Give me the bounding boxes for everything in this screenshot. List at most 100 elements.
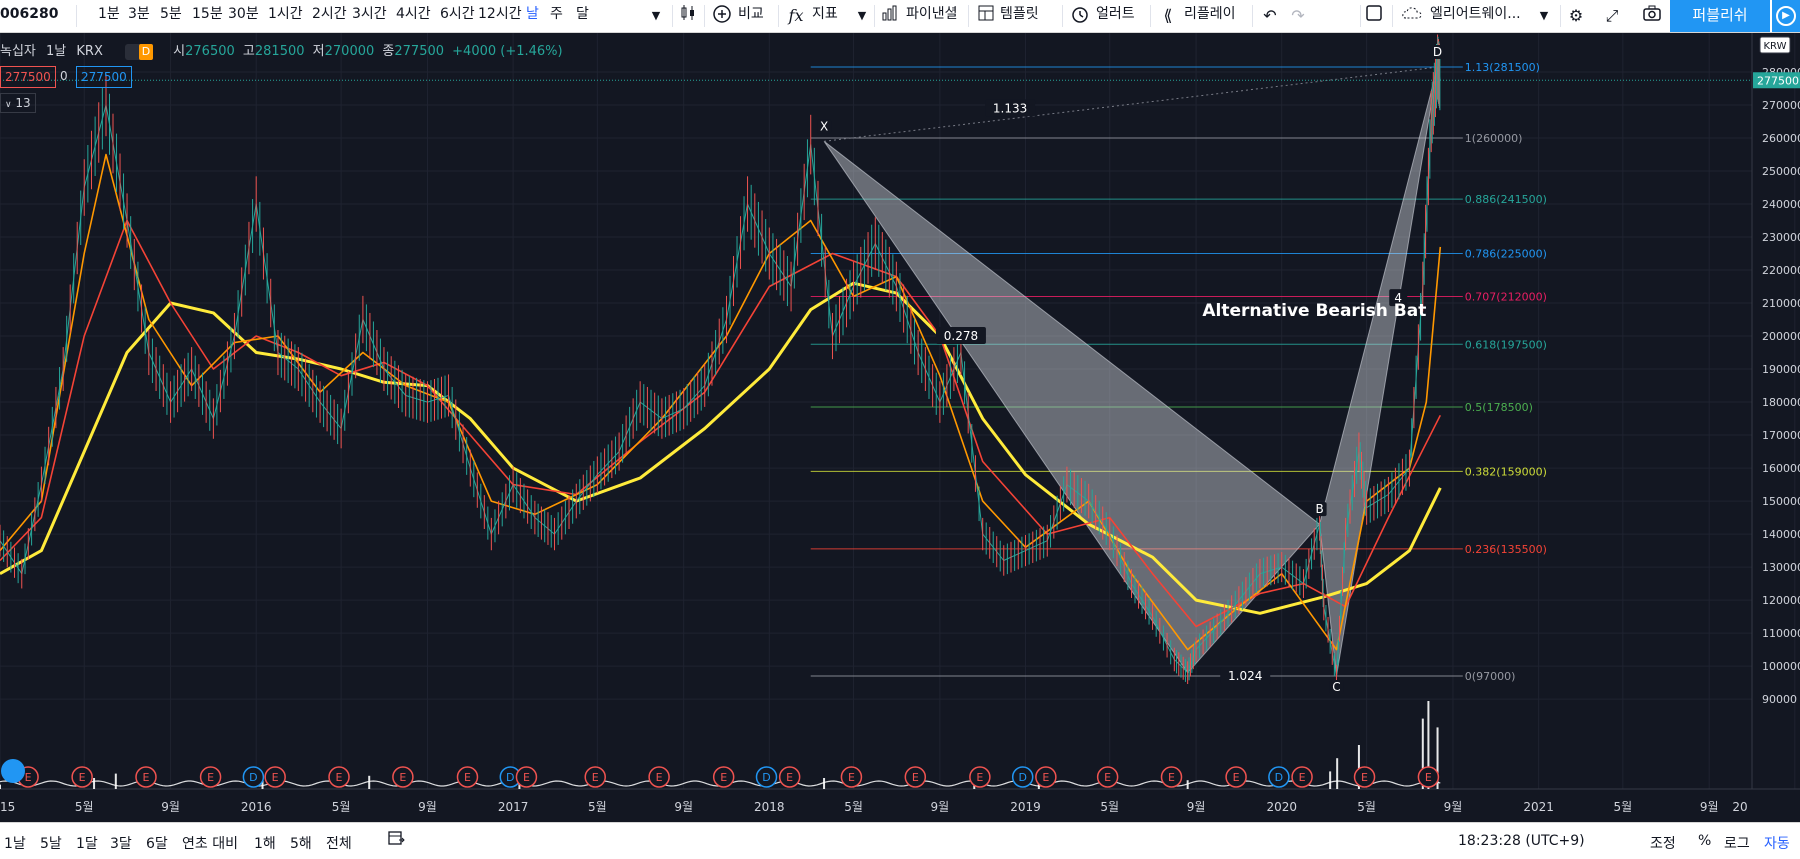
legend-toggle[interactable]: D (125, 43, 154, 60)
open-value: 276500 (185, 44, 235, 59)
event-marker-label: E (720, 771, 727, 784)
x-tick-label: 9월 (674, 800, 693, 814)
ratio-label-bg (1389, 289, 1408, 307)
volume-bar (0, 784, 1, 789)
undo-icon[interactable]: ↶ (1263, 6, 1277, 25)
chevron-down-icon[interactable]: ▼ (1539, 9, 1549, 22)
divider (1392, 5, 1393, 27)
event-marker-label: D (1018, 771, 1026, 784)
interval-5[interactable]: 1시간 (268, 6, 303, 22)
candles-icon[interactable] (676, 4, 700, 28)
ratio-label: 4 (1394, 291, 1402, 305)
y-tick-label: 260000 (1762, 132, 1800, 145)
divider (1062, 5, 1063, 27)
chevron-down-icon[interactable]: ▼ (651, 9, 661, 22)
range-6[interactable]: 1해 (254, 836, 276, 852)
clock-time[interactable]: 18:23:28 (UTC+9) (1458, 833, 1585, 849)
symbol-search[interactable]: 006280 (0, 6, 59, 22)
indicators-button[interactable]: 지표 (812, 6, 838, 22)
logo-icon (1, 759, 25, 783)
interval-13[interactable]: 달 (576, 6, 589, 22)
range-0[interactable]: 1날 (4, 836, 26, 852)
x-tick-label: 5월 (75, 800, 94, 814)
y-tick-label: 160000 (1762, 462, 1800, 475)
interval-2[interactable]: 5분 (160, 6, 182, 22)
camera-icon[interactable] (1640, 4, 1664, 28)
compare-button[interactable]: 비교 (738, 6, 764, 22)
symbol-name: 녹십자 (0, 44, 36, 59)
chevron-down-icon[interactable]: ▼ (857, 9, 867, 22)
range-5[interactable]: 연초 대비 (182, 836, 238, 852)
currency-label: KRW (1764, 41, 1787, 52)
indicator-toggle[interactable]: ∨ 13 (0, 93, 36, 113)
redo-icon[interactable]: ↷ (1291, 6, 1305, 25)
fib-level-label: 0.618(197500) (1465, 338, 1547, 351)
y-tick-label: 100000 (1762, 660, 1800, 673)
event-marker (242, 766, 265, 788)
goto-date-icon[interactable] (384, 829, 408, 853)
volume-bar (1329, 771, 1332, 789)
event-marker-label: E (207, 771, 214, 784)
financials-button[interactable]: 파이낸셜 (906, 6, 958, 22)
interval-7[interactable]: 3시간 (352, 6, 387, 22)
auto-toggle[interactable]: 자동 (1764, 836, 1790, 852)
square-icon[interactable] (1362, 4, 1386, 28)
x-tick-label: 20 (1732, 800, 1747, 814)
price-chart[interactable]: 2015 5월 9월 2016 5월 9월 2017 5월 9월 2018 5월 9월 2019 5월 9월… (0, 33, 1800, 821)
interval-10[interactable]: 12시간 (478, 6, 522, 22)
divider (672, 5, 673, 27)
x-tick-label: 5월 (1100, 800, 1119, 814)
range-2[interactable]: 1달 (76, 836, 98, 852)
event-marker (904, 766, 927, 788)
interval-11[interactable]: 날 (526, 6, 539, 22)
volume-bar (1357, 745, 1360, 789)
interval-12[interactable]: 주 (550, 6, 563, 22)
symbol-legend: 녹십자 1날 KRX D 시276500 고281500 저270000 종27… (0, 40, 563, 60)
badge-d: D (139, 43, 154, 60)
interval-1[interactable]: 3분 (128, 6, 150, 22)
pattern-title: Alternative Bearish Bat (1202, 301, 1426, 321)
y-tick-label: 130000 (1762, 561, 1800, 574)
y-tick-label: 230000 (1762, 231, 1800, 244)
y-tick-label: 220000 (1762, 264, 1800, 277)
interval-3[interactable]: 15분 (192, 6, 223, 22)
publish-menu-button[interactable]: ▶ (1772, 0, 1800, 32)
event-marker-label: E (79, 771, 86, 784)
interval-6[interactable]: 2시간 (312, 6, 347, 22)
adjust-toggle[interactable]: 조정 (1650, 836, 1676, 852)
gear-icon[interactable]: ⚙ (1568, 6, 1584, 25)
log-toggle[interactable]: 로그 (1724, 836, 1750, 852)
fullscreen-icon[interactable]: ⤢ (1605, 6, 1619, 25)
event-marker (392, 766, 414, 788)
replay-button[interactable]: 리플레이 (1184, 6, 1236, 22)
range-8[interactable]: 전체 (326, 836, 352, 852)
ask-price[interactable]: 277500 (76, 66, 132, 88)
range-3[interactable]: 3달 (110, 836, 132, 852)
event-marker (199, 766, 222, 788)
event-marker-label: E (336, 771, 343, 784)
high-value: 281500 (254, 44, 305, 59)
range-4[interactable]: 6달 (146, 836, 168, 852)
volume-bar (1336, 758, 1339, 789)
fib-level-label: 0.5(178500) (1465, 401, 1533, 414)
x-tick-label: 2017 (498, 800, 529, 814)
interval-9[interactable]: 6시간 (440, 6, 475, 22)
divider (1360, 5, 1361, 27)
range-7[interactable]: 5해 (290, 836, 312, 852)
interval-8[interactable]: 4시간 (396, 6, 431, 22)
open-label: 시 (173, 44, 186, 59)
ratio-label-bg (935, 327, 986, 345)
workspace-selector[interactable]: 엘리어트웨이... (1430, 6, 1521, 22)
bid-price[interactable]: 277500 (0, 66, 56, 88)
alert-button[interactable]: 얼러트 (1096, 6, 1135, 22)
range-1[interactable]: 5날 (40, 836, 62, 852)
publish-button[interactable]: 퍼블리쉬 (1670, 0, 1770, 32)
interval-0[interactable]: 1분 (98, 6, 120, 22)
templates-button[interactable]: 템플릿 (1000, 6, 1039, 22)
event-marker-label: E (1361, 771, 1368, 784)
divider (1252, 5, 1253, 27)
percent-toggle[interactable]: % (1698, 833, 1712, 849)
event-marker (1160, 766, 1183, 788)
interval-4[interactable]: 30분 (228, 6, 259, 22)
chevron-down-icon: ∨ (5, 100, 12, 110)
